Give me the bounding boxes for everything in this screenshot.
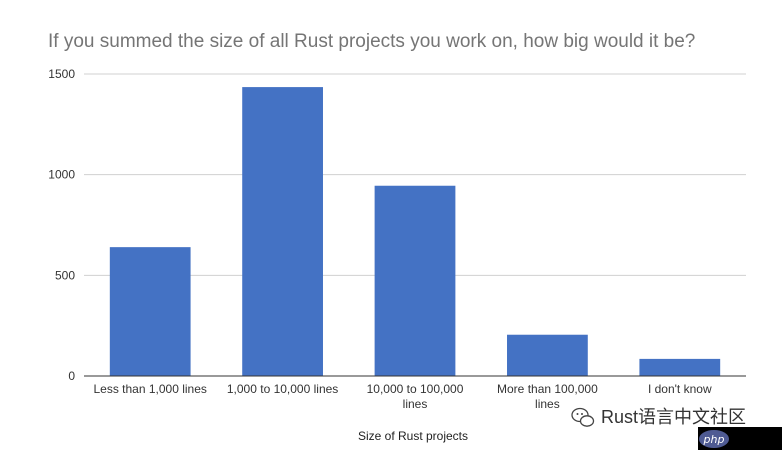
bar [639,358,721,376]
x-tick-label: Less than 1,000 lines [93,382,206,396]
watermark-text: Rust语言中文社区 [601,407,746,427]
x-axis-title: Size of Rust projects [358,429,468,443]
php-badge-text: php [703,433,725,446]
php-badge: php [698,427,782,450]
x-axis-ticks: Less than 1,000 lines 1,000 to 10,000 lin… [93,382,711,411]
x-tick-label: 10,000 to 100,000 lines [367,382,464,411]
bar [507,334,588,376]
x-tick-label: More than 100,000 lines [497,382,598,411]
x-tick-label: I don't know [648,382,712,396]
y-tick-label: 0 [68,369,75,383]
bars [109,87,721,376]
bar [374,185,456,376]
y-tick-label: 500 [55,268,75,282]
bar [109,247,191,376]
x-tick-label: 1,000 to 10,000 lines [227,382,338,396]
bar [242,87,323,376]
php-logo-icon [699,430,729,448]
wechat-icon [571,407,595,427]
y-axis-ticks: 0 500 1000 1500 [48,67,75,383]
watermark: Rust语言中文社区 [571,407,746,427]
y-tick-label: 1500 [48,67,75,81]
y-tick-label: 1000 [48,168,75,182]
chart-title: If you summed the size of all Rust proje… [48,31,695,52]
